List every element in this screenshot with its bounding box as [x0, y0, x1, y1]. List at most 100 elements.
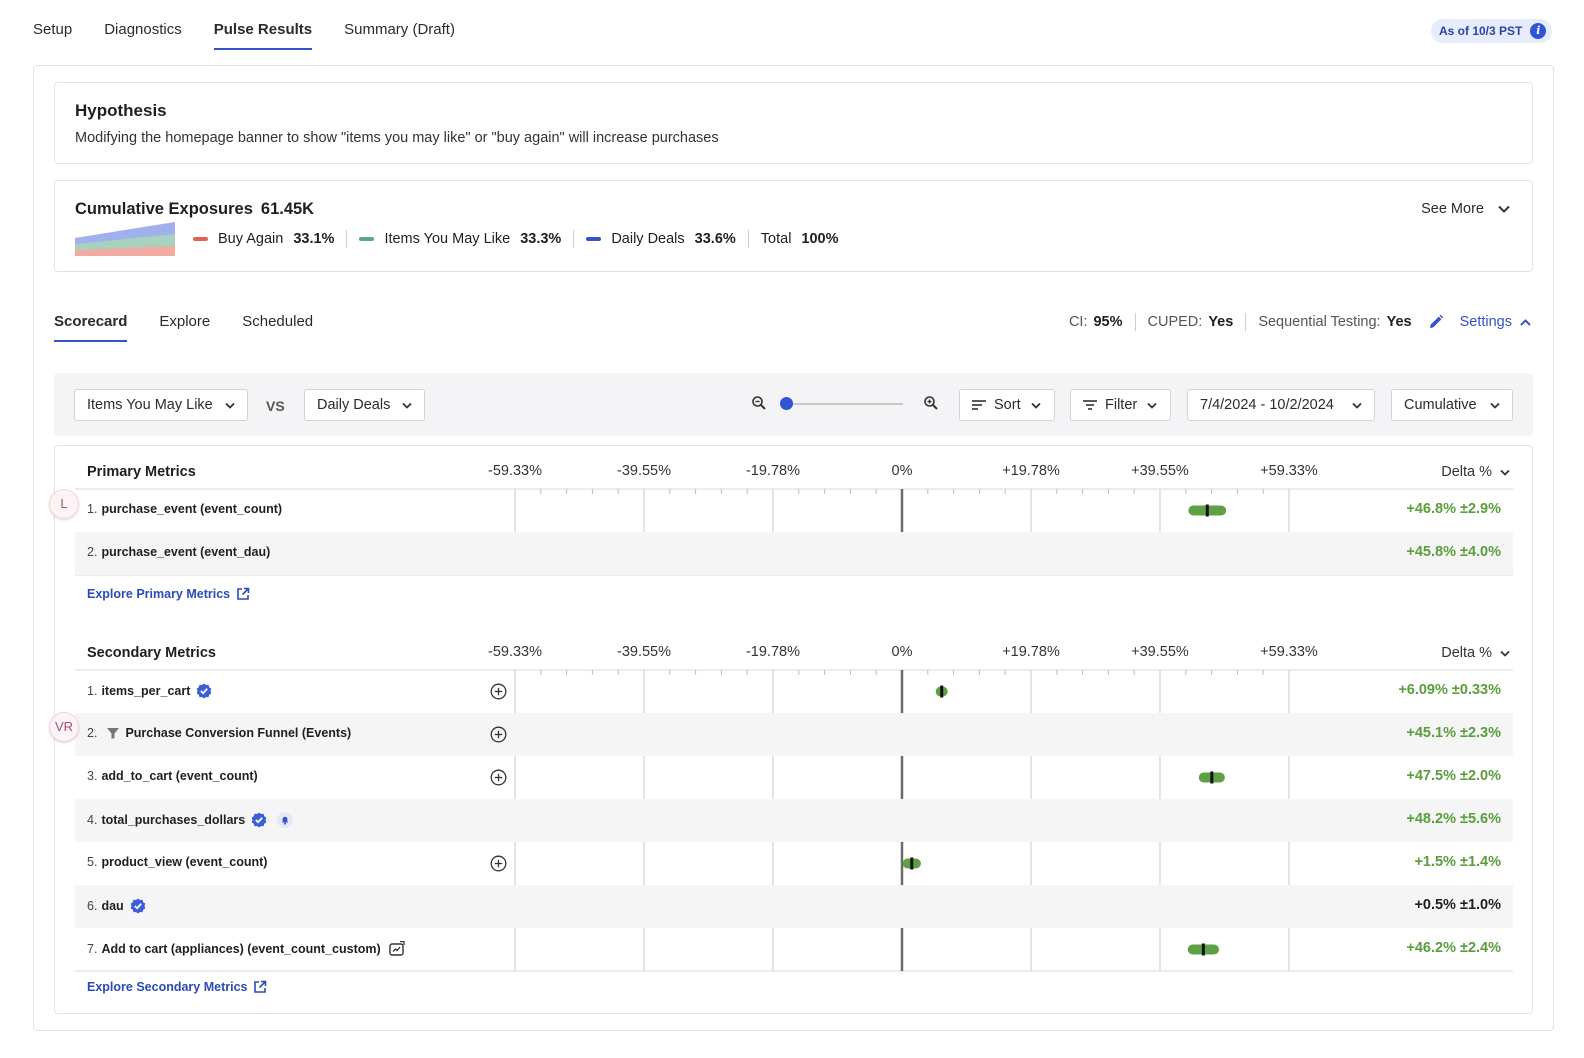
legend-swatch [193, 237, 208, 241]
table-row[interactable]: 4. total_purchases_dollars +48.2% ±5.6% [75, 799, 1513, 842]
test-group-dropdown[interactable]: Items You May Like [74, 389, 248, 421]
legend-swatch [359, 237, 375, 241]
avatar[interactable]: VR [49, 712, 79, 742]
explore-primary-metrics-link[interactable]: Explore Primary Metrics [87, 587, 250, 601]
settings-label: Settings [1459, 314, 1512, 330]
sort-dropdown[interactable]: Sort [959, 389, 1055, 421]
metric-index: 5. [87, 855, 98, 869]
table-row[interactable]: 1. items_per_cart +6.09% ±0.33% [75, 670, 1513, 713]
add-circle-icon[interactable] [490, 855, 507, 872]
bell-icon[interactable] [277, 812, 294, 828]
metric-name[interactable]: purchase_event (event_dau) [101, 545, 271, 559]
metric-name[interactable]: Add to cart (appliances) (event_count_cu… [101, 941, 381, 956]
tab-summary-draft[interactable]: Summary (Draft) [344, 21, 455, 38]
metric-index: 3. [87, 769, 98, 783]
sequential-testing-setting: Sequential Testing: Yes [1246, 313, 1415, 331]
tab-pulse-results[interactable]: Pulse Results [213, 0, 313, 50]
zoom-in-icon[interactable] [923, 395, 939, 416]
test-group-value: Items You May Like [87, 397, 213, 413]
add-circle-icon[interactable] [490, 683, 507, 700]
scorecard-tab-bar: Scorecard Explore Scheduled [54, 313, 345, 342]
chevron-down-icon [1498, 201, 1510, 217]
ci-mean-marker [910, 857, 914, 870]
axis-tick-label: -39.55% [617, 644, 672, 660]
ci-value: 95% [1093, 314, 1123, 330]
see-more-label: See More [1421, 201, 1484, 217]
metrics-table: Primary Metrics Delta % -59.33% -39.55% -1… [54, 445, 1533, 1014]
zoom-slider-track[interactable] [787, 403, 903, 405]
cuped-label: CUPED: [1147, 314, 1203, 330]
zoom-out-icon[interactable] [751, 395, 767, 416]
settings-toggle-button[interactable]: Settings [1460, 314, 1531, 330]
axis-tick-label: -19.78% [745, 644, 800, 660]
delta-value: +6.09% ±0.33% [1398, 682, 1501, 698]
table-row[interactable]: 5. product_view (event_count) +1.5% ±1.4% [75, 842, 1513, 885]
axis-tick-label: +59.33% [1260, 644, 1318, 660]
zoom-slider-handle[interactable] [780, 397, 793, 410]
metric-name[interactable]: purchase_event (event_count) [101, 502, 283, 516]
axis-tick-label: +59.33% [1260, 463, 1318, 479]
add-circle-icon[interactable] [490, 769, 507, 786]
chevron-down-icon [1500, 469, 1510, 476]
delta-header-label: Delta % [1441, 645, 1492, 661]
metric-index: 6. [87, 899, 98, 913]
table-row[interactable]: 6. dau +0.5% ±1.0% [75, 885, 1513, 928]
metric-name[interactable]: Purchase Conversion Funnel (Events) [125, 726, 352, 740]
metric-label: 6. dau [87, 898, 146, 914]
cuped-value: Yes [1208, 314, 1234, 330]
exposures-count: 61.45K [260, 200, 315, 218]
see-more-button[interactable]: See More [1421, 201, 1510, 217]
tab-setup[interactable]: Setup [33, 21, 73, 38]
delta-sort-header[interactable]: Delta % [1441, 464, 1510, 480]
info-icon[interactable]: i [1530, 23, 1547, 39]
hypothesis-card: Hypothesis Modifying the homepage banner… [54, 82, 1533, 164]
explore-secondary-label: Explore Secondary Metrics [87, 980, 248, 994]
table-row[interactable]: 2. Purchase Conversion Funnel (Events) +45… [75, 713, 1513, 756]
avatar[interactable]: L [49, 489, 79, 519]
legend-total-label: Total [760, 231, 792, 247]
table-row[interactable]: 7. Add to cart (appliances) (event_count_… [75, 928, 1513, 971]
metric-name[interactable]: product_view (event_count) [101, 855, 268, 869]
tab-diagnostics[interactable]: Diagnostics [104, 21, 182, 38]
delta-sort-header[interactable]: Delta % [1441, 645, 1510, 661]
table-row[interactable]: 2. purchase_event (event_dau) +45.8% ±4.0% [75, 532, 1513, 575]
axis-tick-label: +39.55% [1131, 463, 1189, 479]
exposures-title: Cumulative Exposures 61.45K [75, 200, 314, 219]
tab-scorecard[interactable]: Scorecard [54, 313, 128, 342]
pencil-icon[interactable] [1428, 314, 1444, 330]
cumulative-dropdown[interactable]: Cumulative [1391, 389, 1513, 421]
metric-label: 5. product_view (event_count) [87, 855, 267, 869]
chevron-down-icon [1500, 650, 1510, 657]
delta-value: +45.8% ±4.0% [1406, 544, 1501, 560]
seq-label: Sequential Testing: [1258, 314, 1381, 330]
external-link-icon [237, 587, 250, 600]
table-row[interactable]: 3. add_to_cart (event_count) +47.5% ±2.0% [75, 756, 1513, 799]
sort-label: Sort [994, 397, 1021, 413]
date-range-dropdown[interactable]: 7/4/2024 - 10/2/2024 [1187, 389, 1375, 421]
tab-explore[interactable]: Explore [159, 313, 211, 330]
metric-name[interactable]: dau [101, 899, 124, 913]
tab-scheduled[interactable]: Scheduled [242, 313, 314, 330]
explore-secondary-metrics-link[interactable]: Explore Secondary Metrics [87, 980, 267, 994]
delta-value: +46.8% ±2.9% [1406, 501, 1501, 517]
metric-name[interactable]: add_to_cart (event_count) [101, 769, 258, 783]
filter-dropdown[interactable]: Filter [1070, 389, 1171, 421]
add-circle-icon[interactable] [490, 726, 507, 743]
table-row[interactable]: 1. purchase_event (event_count) +46.8% ±2.… [75, 489, 1513, 532]
legend-pct: 33.6% [694, 231, 736, 247]
control-group-dropdown[interactable]: Daily Deals [304, 389, 425, 421]
delta-value: +45.1% ±2.3% [1406, 725, 1501, 741]
axis-tick-label: -19.78% [745, 463, 800, 479]
legend-name: Items You May Like [384, 231, 511, 247]
legend-swatch [586, 237, 602, 241]
exposures-legend: Buy Again 33.1% Items You May Like 33.3%… [193, 230, 863, 248]
ci-setting: CI: 95% [1057, 313, 1136, 331]
exposures-sparkline [75, 222, 175, 256]
chevron-up-icon [1520, 318, 1531, 326]
chevron-down-icon [1030, 402, 1041, 409]
metric-name[interactable]: total_purchases_dollars [101, 813, 246, 827]
metric-name[interactable]: items_per_cart [101, 684, 191, 698]
metric-label: 2. Purchase Conversion Funnel (Events) [87, 726, 351, 740]
legend-pct: 33.3% [520, 231, 562, 247]
cuped-setting: CUPED: Yes [1136, 313, 1247, 331]
